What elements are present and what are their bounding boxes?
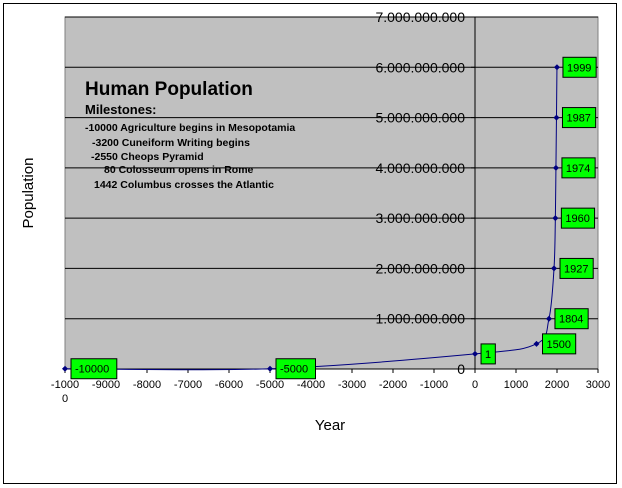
- data-label-box: [542, 333, 577, 355]
- x-tick-label: 1000: [504, 379, 528, 391]
- milestone-line: -3200 Cuneiform Writing begins: [92, 137, 250, 149]
- y-tick-label: 2.000.000.000: [375, 260, 465, 276]
- gridlines: [65, 16, 598, 320]
- x-tick-label: 3000: [586, 379, 610, 391]
- x-tick-label: -8000: [133, 379, 161, 391]
- data-point: [472, 350, 479, 357]
- data-label-box: [561, 157, 596, 179]
- y-tick-label: 0: [457, 361, 465, 377]
- x-tick-label: 2000: [545, 379, 569, 391]
- data-label: 1987: [566, 113, 590, 125]
- data-label: 1999: [567, 62, 591, 74]
- x-axis-title: Year: [315, 417, 345, 434]
- milestones-heading: Milestones:: [85, 102, 157, 117]
- data-label: 1927: [564, 263, 588, 275]
- y-tick-label: 6.000.000.000: [375, 59, 465, 75]
- x-tick-label: -2000: [379, 379, 407, 391]
- data-label-box: [562, 56, 597, 78]
- data-markers: [62, 64, 560, 372]
- data-label: 1974: [566, 163, 590, 175]
- data-label: 1500: [547, 339, 571, 351]
- x-tick-label: -3000: [338, 379, 366, 391]
- data-label: 1804: [559, 314, 583, 326]
- y-axis-title: Population: [20, 158, 37, 229]
- milestone-line: 1442 Columbus crosses the Atlantic: [94, 179, 274, 191]
- y-tick-label: 1.000.000.000: [375, 311, 465, 327]
- x-tick-label: -4000: [297, 379, 325, 391]
- data-point: [551, 265, 558, 272]
- x-tick-label: -7000: [174, 379, 202, 391]
- data-point: [552, 215, 559, 222]
- data-label-box: [480, 343, 496, 365]
- x-tick-label: 0: [472, 379, 478, 391]
- data-point: [533, 340, 540, 347]
- data-label: -10000: [75, 364, 109, 376]
- data-label-box: [559, 257, 594, 279]
- milestone-line: -2550 Cheops Pyramid: [91, 151, 204, 163]
- data-label: 1: [485, 349, 491, 361]
- milestone-line: -10000 Agriculture begins in Mesopotamia: [85, 122, 295, 134]
- y-tick-label: 7.000.000.000: [375, 9, 465, 25]
- data-point: [545, 315, 552, 322]
- data-label: 1960: [565, 213, 589, 225]
- data-labels: -10000 -5000 1 1500 1804 1927 1960 1974 1987 1999: [70, 56, 597, 380]
- data-point: [553, 114, 560, 121]
- x-tick-label: -1000 0: [51, 379, 79, 405]
- data-point: [62, 365, 68, 372]
- x-tick-label: -5000: [256, 379, 284, 391]
- chart-title: Human Population: [85, 79, 253, 100]
- data-label-box: [70, 358, 118, 380]
- data-label-box: [554, 308, 589, 330]
- data-label-box: [275, 358, 316, 380]
- milestone-line: 80 Colosseum opens in Rome: [104, 164, 254, 176]
- data-label-box: [560, 207, 596, 229]
- data-label-box: [561, 107, 597, 129]
- x-tick-label: -1000: [420, 379, 448, 391]
- y-tick-label: 4.000.000.000: [375, 160, 465, 176]
- plot-area: [64, 16, 599, 370]
- data-point: [553, 64, 560, 71]
- x-tick-label: -6000: [215, 379, 243, 391]
- y-tick-label: 5.000.000.000: [375, 110, 465, 126]
- y-tick-labels: 0 1.000.000.000 2.000.000.000 3.000.000.000…: [375, 9, 465, 377]
- data-label: -5000: [280, 364, 308, 376]
- x-tick-labels: -1000 0-9000 -8000 -7000 -6000 -5000 -4000 -300…: [51, 379, 610, 405]
- data-point: [552, 164, 559, 171]
- data-point: [267, 365, 273, 372]
- x-tick-label: -9000: [92, 379, 120, 391]
- y-tick-label: 3.000.000.000: [375, 210, 465, 226]
